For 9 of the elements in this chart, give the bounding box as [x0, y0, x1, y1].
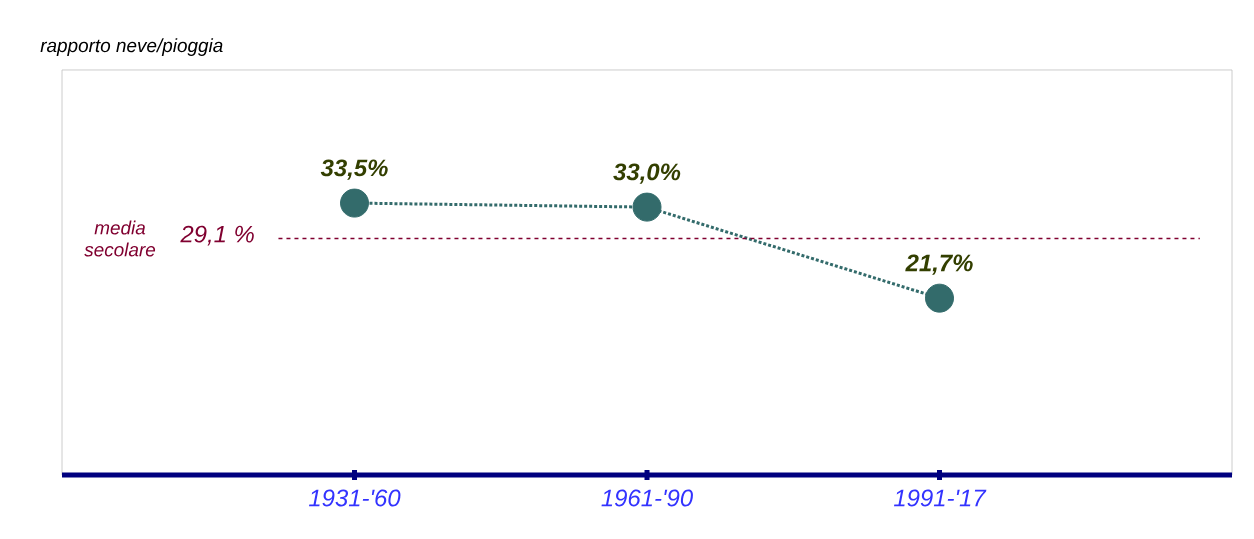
text: 29,1 %: [180, 225, 254, 246]
x-tick-label: 1961-'90: [601, 489, 693, 507]
data-label: 33,0%: [613, 163, 681, 184]
data-label: 21,7%: [905, 254, 973, 275]
ref-line-label: media secolare: [84, 220, 156, 257]
data-label: 33,5%: [320, 159, 388, 180]
x-tick-label: 1991-'17: [893, 489, 987, 507]
chart-title: rapporto neve/pioggia: [40, 38, 223, 56]
x-tick-label: 1931-'60: [308, 489, 401, 507]
